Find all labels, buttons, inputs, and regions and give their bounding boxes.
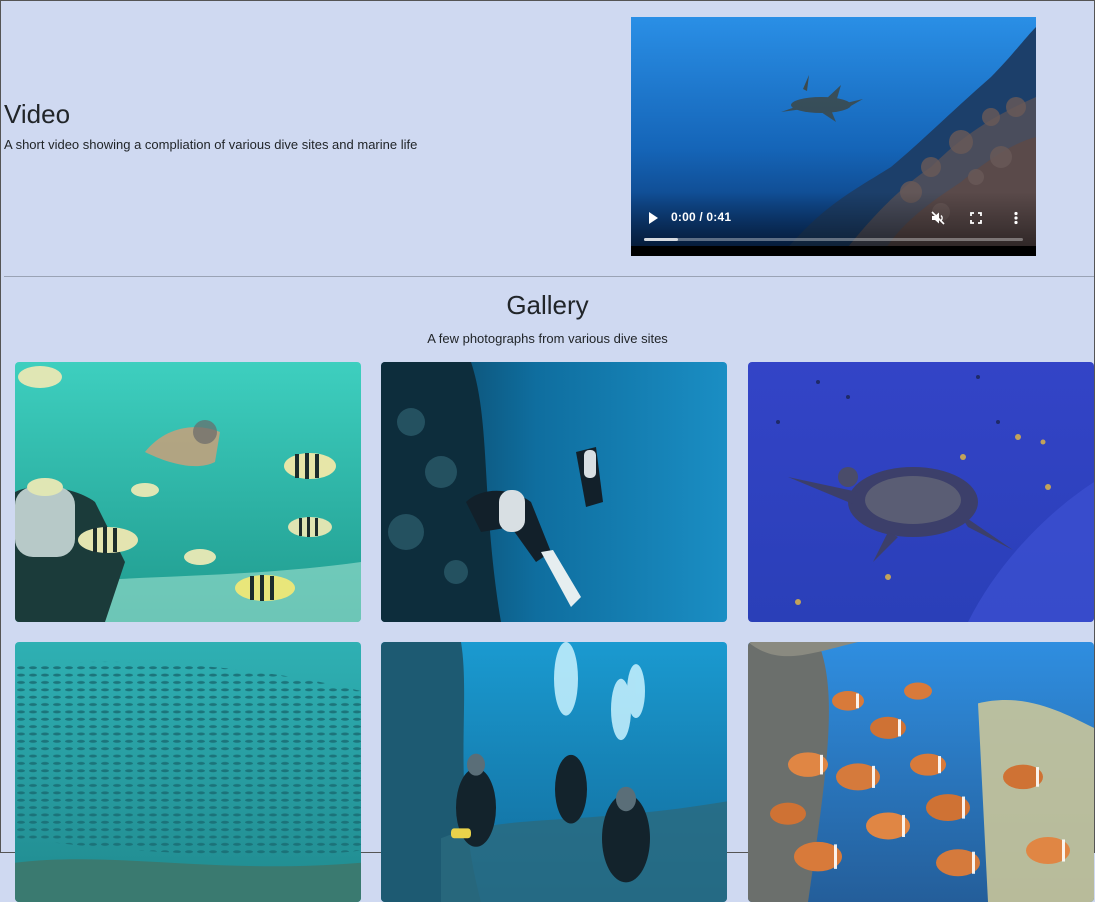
video-heading: Video <box>4 99 71 129</box>
gallery-photo-divers-sergeant-fish[interactable] <box>15 362 361 622</box>
play-icon[interactable] <box>645 210 661 226</box>
section-divider <box>4 276 1094 277</box>
gallery-photo-diver-reef-wall[interactable] <box>381 362 727 622</box>
gallery-photo-school-of-fish[interactable] <box>15 642 361 902</box>
video-progress-fill <box>644 238 679 241</box>
fullscreen-icon[interactable] <box>968 210 984 226</box>
gallery-description: A few photographs from various dive site… <box>427 331 668 346</box>
video-player[interactable]: 0:00 / 0:41 <box>631 17 1036 256</box>
gallery-heading: Gallery <box>506 290 589 320</box>
muted-volume-icon[interactable] <box>930 210 946 226</box>
gallery-photo-sea-turtle[interactable] <box>748 362 1094 622</box>
video-time-readout: 0:00 / 0:41 <box>671 210 732 224</box>
video-bottom-bar <box>631 246 1036 256</box>
video-section: Video A short video showing a compliatio… <box>1 1 1094 276</box>
gallery-photo-orange-fish-coral[interactable] <box>748 642 1094 902</box>
gallery-photo-divers-bubbles[interactable] <box>381 642 727 902</box>
video-progress-bar[interactable] <box>644 238 1023 241</box>
video-description: A short video showing a compliation of v… <box>4 137 418 152</box>
video-controls: 0:00 / 0:41 <box>631 192 1036 256</box>
more-vertical-icon[interactable] <box>1008 210 1024 226</box>
video-text-block: Video A short video showing a compliatio… <box>4 98 604 154</box>
